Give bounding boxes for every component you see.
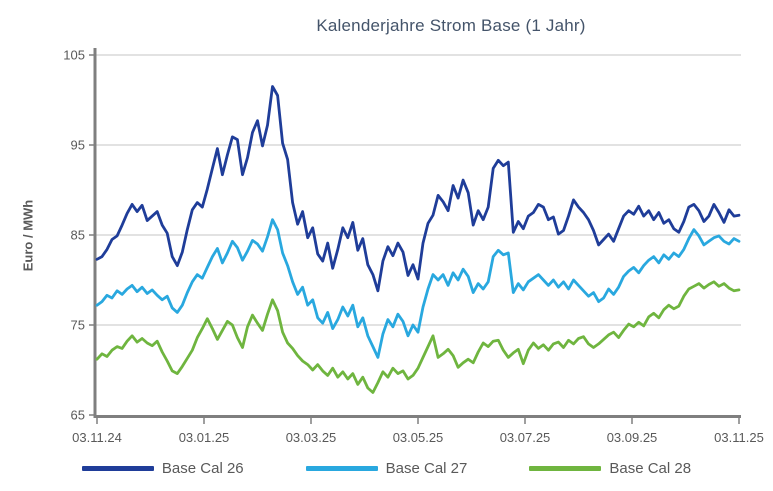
chart-title: Kalenderjahre Strom Base (1 Jahr) xyxy=(316,16,586,35)
legend-entry-base-cal-26: Base Cal 26 xyxy=(81,460,244,477)
series-line-base-cal-27 xyxy=(95,218,741,359)
y-tick-label: 65 xyxy=(71,408,85,423)
series-line-base-cal-26 xyxy=(95,85,741,293)
y-tick-label: 105 xyxy=(63,48,85,63)
x-tick-label: 03.07.25 xyxy=(500,430,551,445)
legend-swatch-base-cal-26 xyxy=(81,466,154,471)
legend-entry-base-cal-28: Base Cal 28 xyxy=(529,460,691,477)
legend-label-base-cal-28: Base Cal 28 xyxy=(609,460,692,477)
x-tick-label: 03.11.24 xyxy=(72,430,122,445)
x-tick-label: 03.01.25 xyxy=(179,430,230,445)
x-tick-label: 03.03.25 xyxy=(286,430,337,445)
legend: Base Cal 26 Base Cal 27 Base Cal 28 xyxy=(0,460,773,477)
x-tick-label: 03.11.25 xyxy=(714,430,764,445)
y-tick-label: 75 xyxy=(71,318,85,333)
legend-swatch-base-cal-28 xyxy=(529,466,602,471)
y-tick-label: 95 xyxy=(71,138,85,153)
y-tick-label: 85 xyxy=(71,228,85,243)
legend-entry-base-cal-27: Base Cal 27 xyxy=(305,460,468,477)
x-tick-label: 03.05.25 xyxy=(393,430,444,445)
x-tick-label: 03.09.25 xyxy=(607,430,658,445)
legend-label-base-cal-26: Base Cal 26 xyxy=(161,460,244,477)
legend-label-base-cal-27: Base Cal 27 xyxy=(385,460,468,477)
series-line-base-cal-28 xyxy=(95,280,741,394)
legend-swatch-base-cal-27 xyxy=(305,466,378,471)
